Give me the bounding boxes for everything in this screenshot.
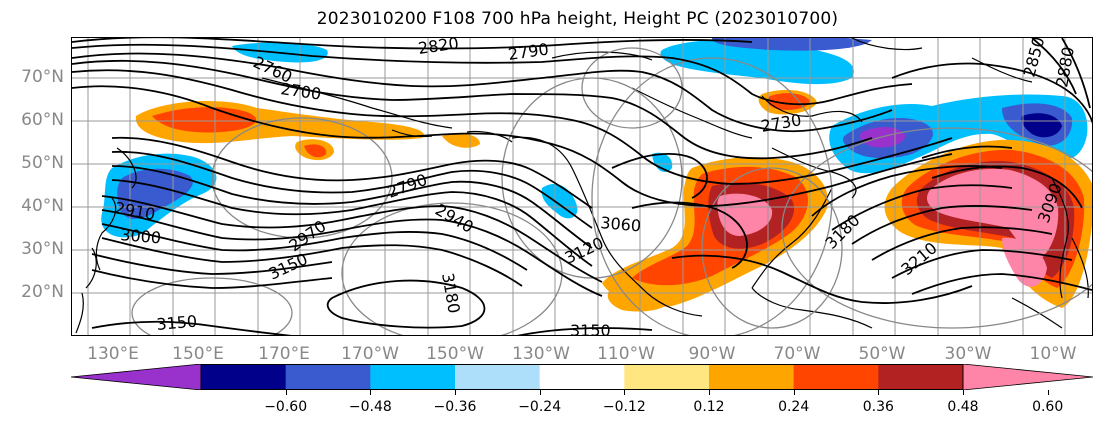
lat-label-50n: 50°N	[21, 153, 64, 173]
colorbar-cell	[370, 364, 456, 390]
anomaly-area	[1021, 113, 1062, 138]
lon-label-150w: 150°W	[426, 344, 484, 364]
anomaly-area	[767, 93, 810, 110]
colorbar-tick	[624, 390, 626, 395]
colorbar-cell	[285, 364, 371, 390]
contour-label: 3150	[570, 321, 611, 336]
colorbar-cell	[793, 364, 879, 390]
colorbar-cell	[455, 364, 541, 390]
contour-label: 2970	[285, 216, 329, 255]
colorbar-tick	[963, 390, 964, 395]
contour-label: 3120	[562, 233, 607, 267]
contour-label: 2820	[417, 38, 460, 58]
lat-label-40n: 40°N	[21, 196, 64, 216]
colorbar-cell	[709, 364, 795, 390]
lon-label-90w: 90°W	[688, 344, 736, 364]
colorbar-extend-min	[71, 364, 202, 390]
map-panel: 2820 2790 2760 2700 2730 2850 2880 2910 …	[71, 37, 1093, 336]
colorbar-tick-label: 0.60	[1032, 399, 1064, 415]
colorbar-tick-label: −0.12	[602, 399, 646, 415]
colorbar-tick	[709, 390, 710, 395]
lon-label-170w: 170°W	[341, 344, 399, 364]
lon-label-130w: 130°W	[512, 344, 570, 364]
lon-label-130e: 130°E	[87, 344, 139, 364]
colorbar-frame	[200, 364, 964, 390]
contour-label: 2700	[279, 79, 322, 103]
lat-label-20n: 20°N	[21, 282, 64, 302]
anomaly-area	[652, 152, 673, 172]
lon-label-50w: 50°W	[858, 344, 906, 364]
anomaly-area	[442, 133, 480, 148]
lat-label-70n: 70°N	[21, 67, 64, 87]
lat-label-60n: 60°N	[21, 110, 64, 130]
lon-label-110w: 110°W	[597, 344, 655, 364]
contour-label: 2880	[1052, 45, 1078, 88]
colorbar-tick	[455, 390, 456, 395]
colorbar-cell	[201, 364, 287, 390]
colorbar-tick-label: −0.36	[433, 399, 477, 415]
colorbar-cells	[71, 364, 1093, 390]
colorbar-extend-max	[962, 364, 1093, 390]
colorbar-tick-label: 0.24	[778, 399, 810, 415]
lat-label-30n: 30°N	[21, 239, 64, 259]
contour-label: 3150	[156, 312, 198, 334]
colorbar-tick	[793, 390, 795, 395]
graticule	[72, 38, 1092, 335]
anomaly-area	[926, 168, 1059, 262]
contour-label: 3150	[266, 249, 311, 283]
contour-label: 2850	[1020, 38, 1049, 79]
anomaly-area	[304, 144, 327, 158]
anomaly-area	[660, 39, 854, 85]
lon-label-10w: 10°W	[1029, 344, 1077, 364]
colorbar-cell	[624, 364, 710, 390]
lon-label-70w: 70°W	[773, 344, 821, 364]
colorbar-tick-label: 0.48	[947, 399, 979, 415]
colorbar	[71, 364, 1093, 390]
colorbar-tick	[539, 390, 541, 395]
height-contours	[72, 38, 1092, 335]
colorbar-tick	[285, 390, 287, 395]
colorbar-cell	[878, 364, 964, 390]
colorbar-tick	[1047, 390, 1049, 395]
colorbar-tick	[370, 390, 372, 395]
colorbar-tick-label: 0.36	[862, 399, 894, 415]
lon-label-170e: 170°E	[258, 344, 310, 364]
lon-label-150e: 150°E	[172, 344, 224, 364]
colorbar-tick-label: −0.60	[264, 399, 308, 415]
colorbar-tick-label: −0.24	[518, 399, 562, 415]
contour-label: 3060	[600, 213, 642, 235]
contour-label: 3180	[438, 271, 464, 314]
colorbar-tick-label: −0.48	[348, 399, 392, 415]
map-canvas: 2820 2790 2760 2700 2730 2850 2880 2910 …	[72, 38, 1092, 336]
map-title: 2023010200 F108 700 hPa height, Height P…	[316, 9, 839, 29]
contour-label: 3000	[120, 225, 162, 247]
lon-label-30w: 30°W	[944, 344, 992, 364]
colorbar-tick-label: 0.12	[693, 399, 725, 415]
colorbar-cell	[539, 364, 625, 390]
colorbar-tick	[878, 390, 880, 395]
